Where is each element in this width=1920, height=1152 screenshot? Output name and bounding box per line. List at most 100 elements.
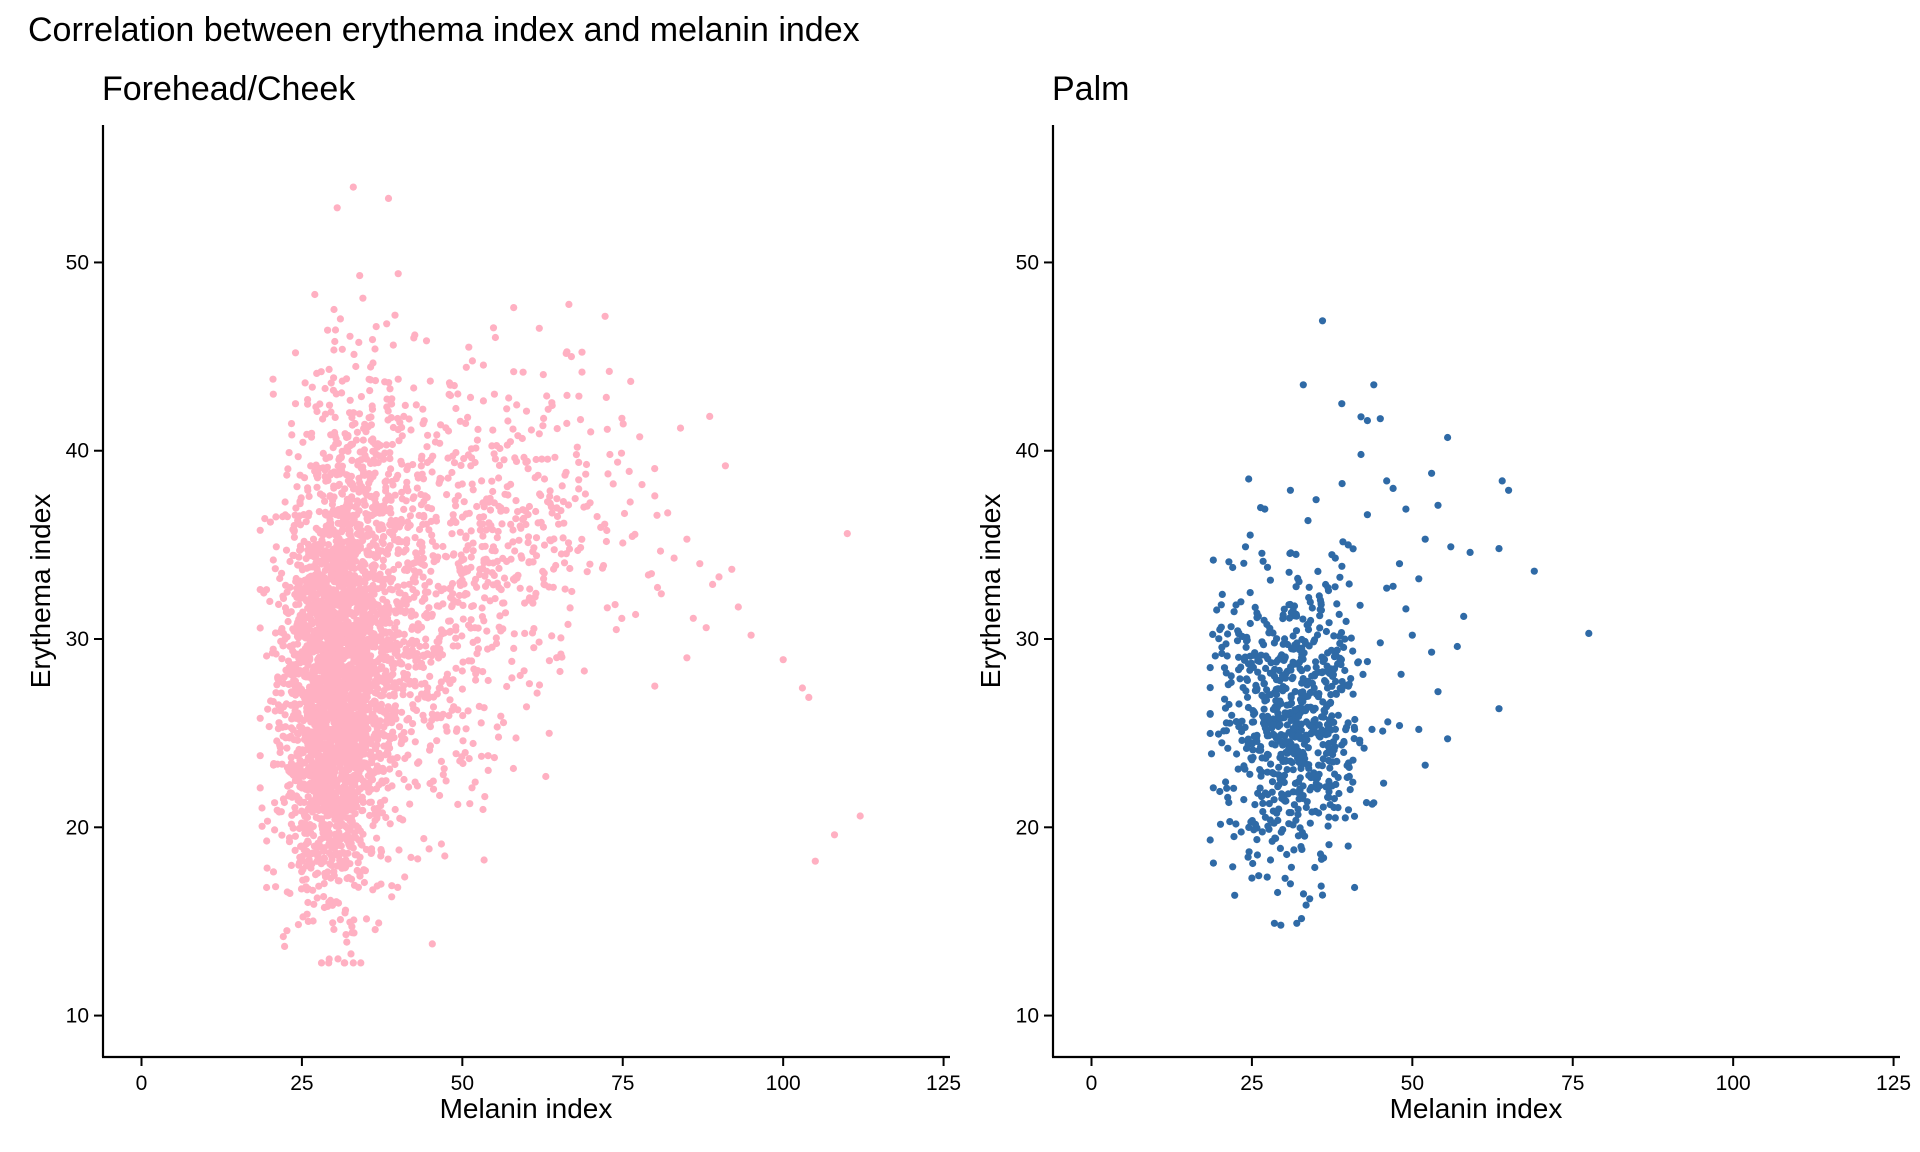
data-point <box>256 784 264 792</box>
data-point <box>271 707 279 715</box>
data-point <box>509 425 517 433</box>
data-point <box>266 518 274 526</box>
data-point <box>354 485 362 493</box>
data-point <box>409 461 417 469</box>
data-point <box>474 624 482 632</box>
data-point <box>1345 763 1353 772</box>
data-point <box>483 627 491 635</box>
data-point <box>389 341 397 349</box>
data-point <box>371 562 379 570</box>
data-point <box>361 867 369 875</box>
data-point <box>497 586 505 594</box>
data-point <box>309 635 317 643</box>
data-point <box>308 606 316 614</box>
data-point <box>1295 712 1303 721</box>
data-point <box>355 586 363 594</box>
data-point <box>310 842 318 850</box>
data-point <box>1402 605 1410 613</box>
data-point <box>500 599 508 607</box>
data-point <box>1322 627 1330 636</box>
data-point <box>525 594 534 602</box>
data-point <box>458 685 466 693</box>
data-point <box>292 504 300 512</box>
data-point <box>1276 737 1284 746</box>
data-point <box>1273 690 1281 699</box>
data-point <box>467 553 475 561</box>
data-point <box>292 574 300 583</box>
data-point <box>332 654 340 662</box>
data-point <box>1253 731 1261 740</box>
data-point <box>420 835 428 843</box>
data-point <box>465 755 473 763</box>
data-point <box>1240 762 1248 770</box>
data-point <box>463 590 471 598</box>
data-point <box>380 742 388 750</box>
data-point <box>382 441 390 449</box>
x-tick-label: 125 <box>926 1072 961 1095</box>
data-point <box>269 375 277 383</box>
data-point <box>575 458 583 466</box>
data-point <box>1376 639 1384 647</box>
data-point <box>307 588 315 596</box>
data-point <box>323 474 331 482</box>
data-point <box>394 546 402 554</box>
data-point <box>1224 630 1232 638</box>
data-point <box>1379 727 1387 735</box>
data-point <box>281 604 290 612</box>
data-point <box>1402 505 1410 513</box>
forehead-cheek-panel: Forehead/Cheek 0 25 50 75 100 125 10 20 30 40 50 … <box>25 70 961 1124</box>
data-point <box>421 693 429 701</box>
x-axis-label: Melanin index <box>1390 1093 1563 1124</box>
data-point <box>443 670 451 678</box>
data-point <box>367 798 375 806</box>
data-point <box>382 615 390 623</box>
data-point <box>431 648 439 656</box>
data-point <box>1350 735 1358 743</box>
data-point <box>350 929 358 937</box>
data-point <box>1326 764 1334 772</box>
data-point <box>366 542 374 550</box>
data-point <box>367 740 375 748</box>
data-point <box>522 407 531 415</box>
data-point <box>1249 663 1257 672</box>
data-point <box>565 300 573 308</box>
data-point <box>501 490 509 498</box>
data-point <box>683 535 691 543</box>
data-point <box>1281 797 1289 805</box>
data-point <box>459 737 467 745</box>
data-point <box>1447 543 1455 551</box>
data-point <box>290 526 298 535</box>
data-point <box>278 831 286 839</box>
data-point <box>578 368 586 376</box>
data-point <box>446 585 454 593</box>
data-point <box>464 567 472 575</box>
data-point <box>1308 808 1316 816</box>
data-point <box>324 725 333 733</box>
data-point <box>353 497 361 505</box>
data-point <box>484 766 492 775</box>
data-point <box>341 636 349 644</box>
data-point <box>409 701 417 709</box>
data-point <box>1340 748 1348 757</box>
data-point <box>527 426 536 434</box>
data-point <box>479 532 487 540</box>
data-point <box>411 611 419 619</box>
data-point <box>344 549 352 557</box>
data-point <box>587 428 595 436</box>
data-point <box>296 783 304 791</box>
panel-subtitle: Forehead/Cheek <box>102 70 356 108</box>
data-point <box>469 602 477 610</box>
data-point <box>307 462 315 470</box>
data-point <box>489 426 497 434</box>
data-point <box>535 324 543 332</box>
data-point <box>469 486 477 494</box>
data-point <box>341 906 350 914</box>
data-point <box>609 480 617 488</box>
data-point <box>501 609 510 617</box>
data-point <box>511 547 519 555</box>
data-point <box>321 873 330 881</box>
data-point <box>479 397 487 405</box>
data-point <box>266 597 274 606</box>
data-point <box>459 759 467 768</box>
data-point <box>277 689 285 697</box>
